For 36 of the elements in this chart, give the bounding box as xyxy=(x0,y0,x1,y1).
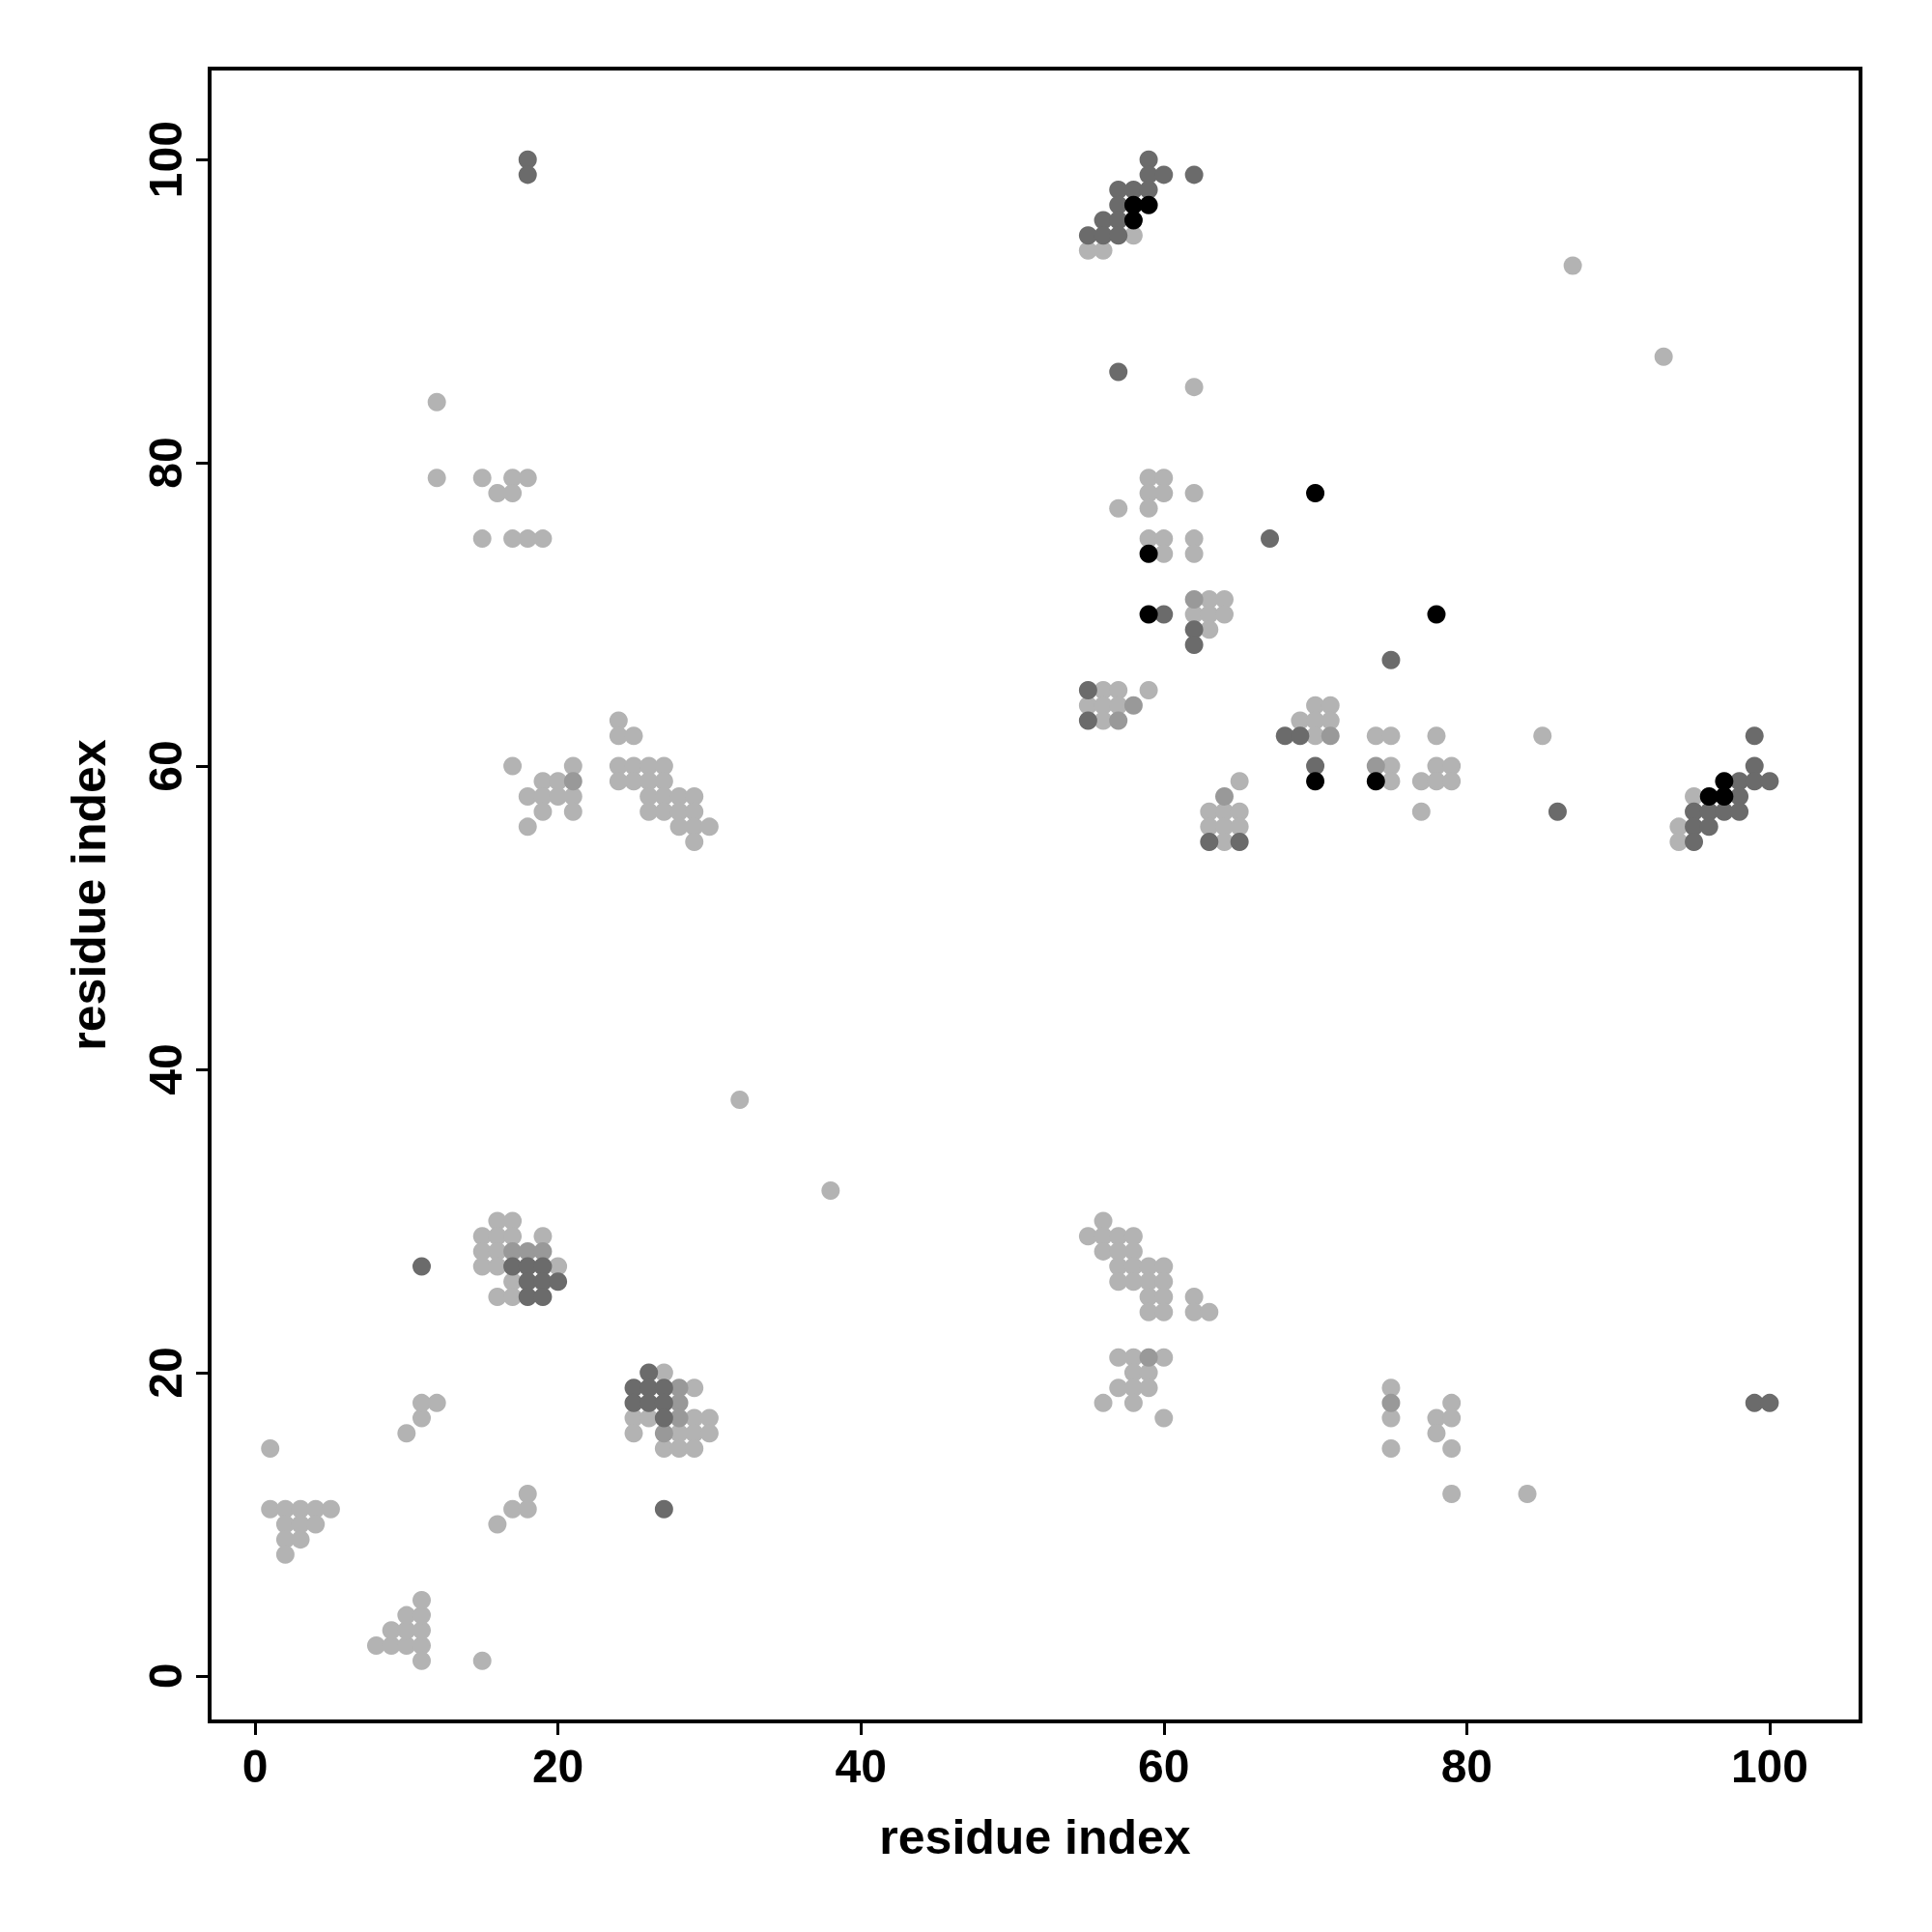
point xyxy=(1366,772,1385,791)
x-tick-label: 80 xyxy=(1440,1740,1493,1792)
x-tick-label: 100 xyxy=(1730,1740,1808,1792)
point xyxy=(1306,772,1325,791)
point xyxy=(1139,195,1158,214)
point xyxy=(1366,756,1385,776)
point xyxy=(1381,1393,1401,1412)
point xyxy=(533,1241,553,1261)
y-tick-label: 60 xyxy=(139,740,191,792)
y-tick-label: 0 xyxy=(139,1662,191,1690)
x-tick-label: 40 xyxy=(835,1740,887,1792)
point xyxy=(1715,786,1734,806)
x-axis-title: residue index xyxy=(879,1810,1191,1864)
x-tick-label: 60 xyxy=(1138,1740,1190,1792)
point xyxy=(1699,786,1719,806)
point xyxy=(1139,605,1158,624)
y-tick-label: 20 xyxy=(139,1347,191,1399)
point xyxy=(1715,772,1734,791)
point xyxy=(1109,711,1128,730)
point xyxy=(1427,605,1446,624)
point xyxy=(1321,726,1340,746)
point xyxy=(563,772,582,791)
point xyxy=(1139,544,1158,563)
point xyxy=(1184,589,1204,609)
y-tick-label: 100 xyxy=(139,121,191,199)
point xyxy=(1123,211,1143,230)
x-tick-label: 20 xyxy=(531,1740,584,1792)
x-tick-label: 0 xyxy=(242,1740,269,1792)
point xyxy=(1215,786,1234,806)
y-tick-label: 80 xyxy=(139,437,191,489)
point xyxy=(1123,696,1143,715)
point xyxy=(654,1424,673,1443)
y-axis-title: residue index xyxy=(62,739,116,1051)
y-tick-label: 40 xyxy=(139,1043,191,1095)
point xyxy=(1306,484,1325,503)
point xyxy=(1139,1348,1158,1367)
